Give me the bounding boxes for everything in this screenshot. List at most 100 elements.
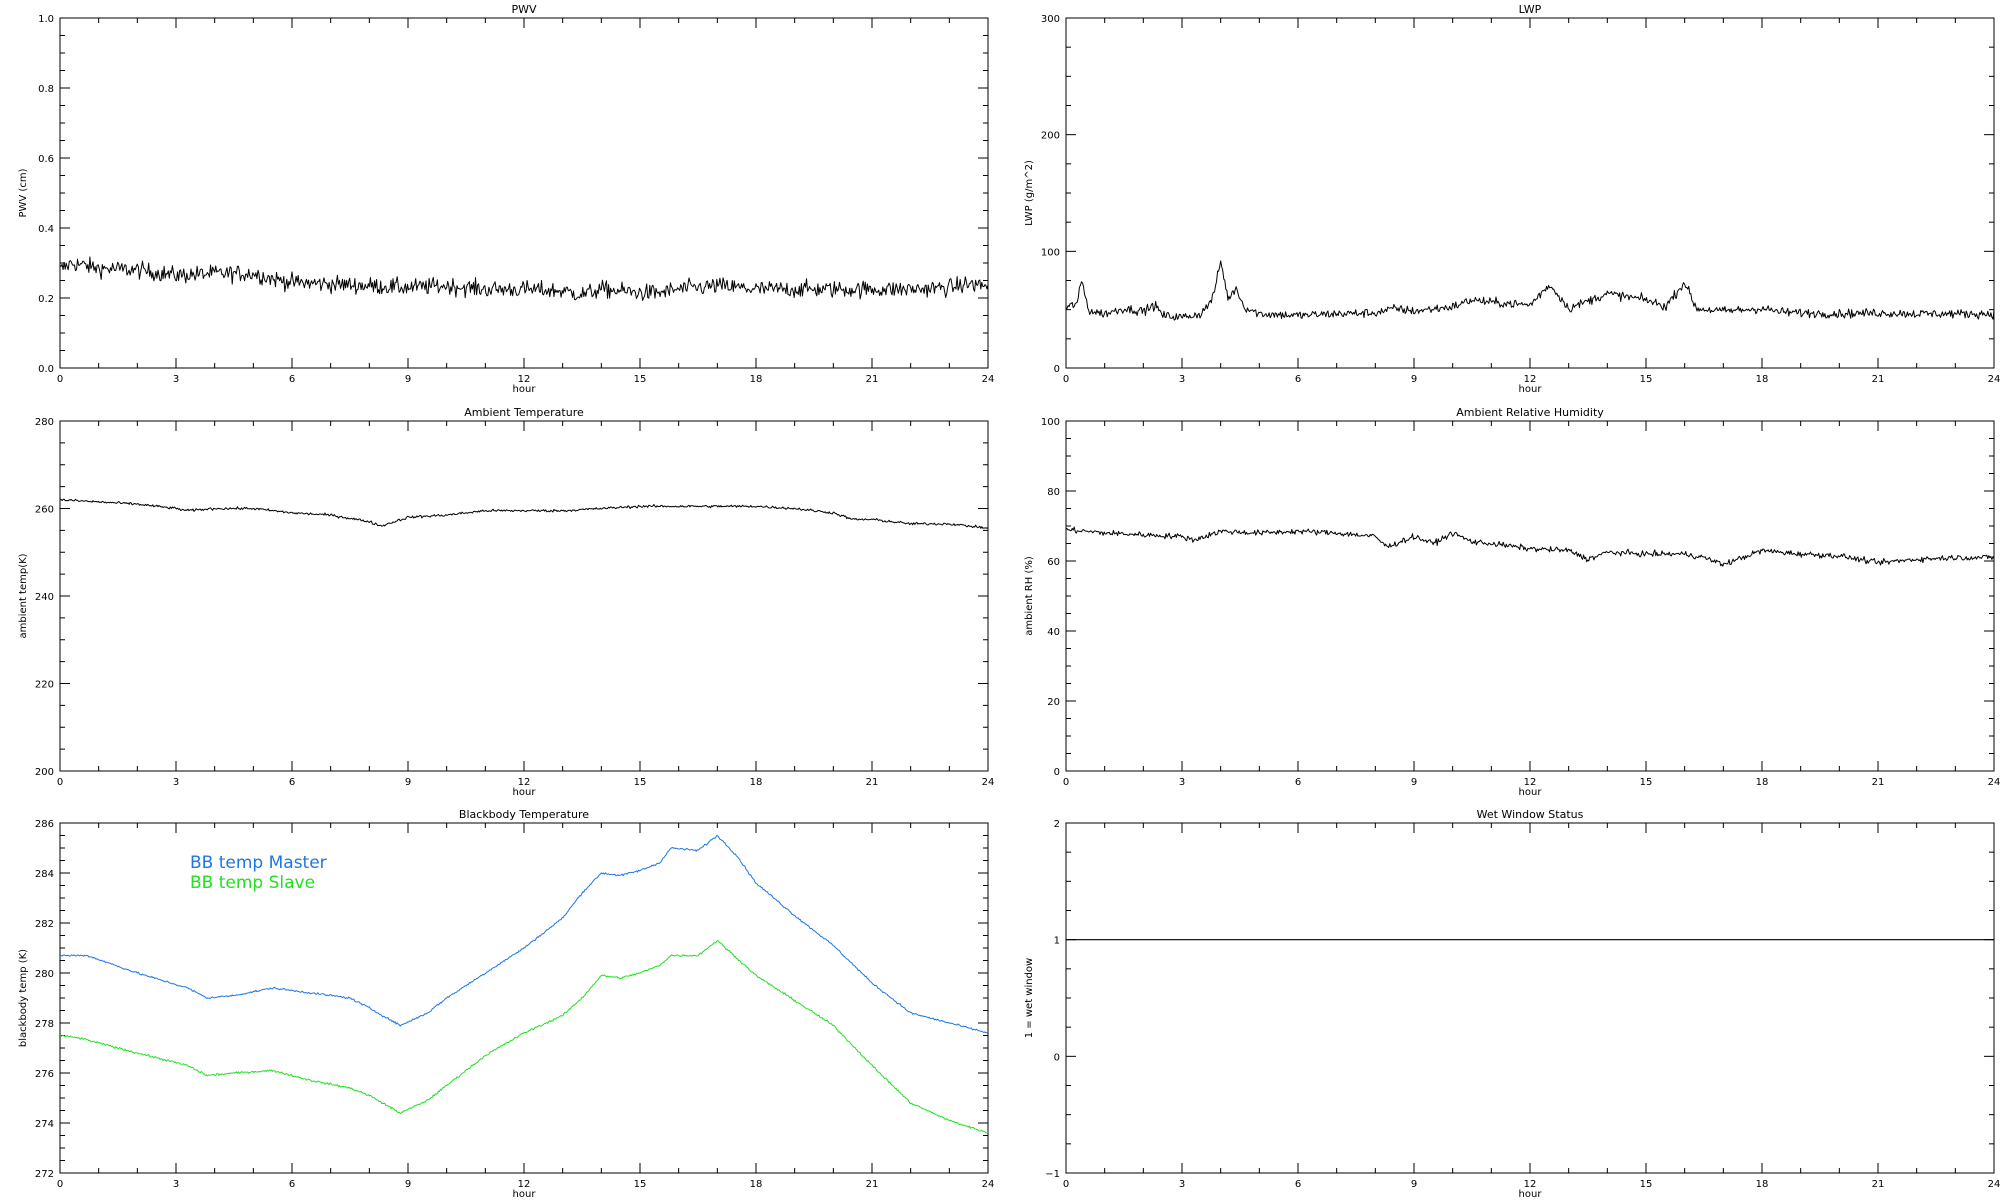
x-tick-label: 21	[866, 777, 879, 788]
y-tick-label: 0.2	[38, 294, 54, 305]
x-tick-label: 18	[750, 374, 763, 385]
chart-panel-1: LWP 0 3 6 9 12 15 18 21 24 hour 0 100 200 300 LWP (g/m^…	[1024, 3, 2000, 395]
x-axis-label: hour	[513, 384, 537, 395]
plot-frame	[59, 17, 989, 369]
plot-frame	[1065, 420, 1995, 772]
y-tick-label: 0.6	[38, 154, 54, 165]
x-tick-label: 0	[1063, 777, 1069, 788]
x-tick-label: 18	[750, 1179, 763, 1190]
y-tick-label: 200	[35, 767, 54, 778]
x-tick-label: 18	[1756, 1179, 1769, 1190]
y-tick-label: 40	[1047, 627, 1060, 638]
y-tick-label: −1	[1045, 1169, 1060, 1180]
chart-title: Wet Window Status	[1477, 808, 1584, 821]
plot-frame	[1065, 822, 1995, 1174]
x-tick-label: 12	[1524, 777, 1537, 788]
x-tick-label: 9	[1411, 1179, 1417, 1190]
chart-title: Blackbody Temperature	[459, 808, 589, 821]
series-line-0	[1066, 260, 1994, 321]
x-tick-label: 15	[1640, 1179, 1653, 1190]
y-tick-label: 240	[35, 592, 54, 603]
x-tick-label: 9	[405, 1179, 411, 1190]
x-tick-label: 24	[982, 777, 995, 788]
x-tick-label: 9	[405, 374, 411, 385]
x-tick-label: 3	[173, 1179, 179, 1190]
y-tick-label: 80	[1047, 487, 1060, 498]
chart-panel-0: PWV 0 3 6 9 12 15 18 21 24 hour 0.0 0.2 0.4 0.6 0.8 1.0 P…	[18, 3, 994, 395]
x-tick-label: 15	[634, 777, 647, 788]
y-tick-label: 0	[1054, 1052, 1060, 1063]
y-tick-label: 0.0	[38, 364, 54, 375]
x-tick-label: 3	[173, 374, 179, 385]
x-tick-label: 6	[289, 374, 295, 385]
chart-title: Ambient Temperature	[464, 406, 584, 419]
x-tick-label: 15	[1640, 374, 1653, 385]
x-tick-label: 21	[1872, 1179, 1885, 1190]
chart-title: Ambient Relative Humidity	[1456, 406, 1604, 419]
chart-title: LWP	[1519, 3, 1542, 16]
x-tick-label: 21	[1872, 777, 1885, 788]
x-axis-label: hour	[1519, 787, 1543, 798]
y-axis-label: ambient temp(K)	[18, 553, 29, 638]
x-tick-label: 24	[982, 1179, 995, 1190]
series-line-0	[60, 834, 988, 1034]
x-tick-label: 6	[1295, 374, 1301, 385]
y-tick-label: 280	[35, 417, 54, 428]
x-tick-label: 18	[1756, 374, 1769, 385]
x-tick-label: 6	[1295, 777, 1301, 788]
y-tick-label: 2	[1054, 819, 1060, 830]
chart-panel-4: Blackbody Temperature 0 3 6 9 12 15 18 21 24 hour 2…	[18, 808, 994, 1200]
plot-frame	[59, 420, 989, 772]
x-tick-label: 18	[1756, 777, 1769, 788]
y-tick-label: 1.0	[38, 14, 54, 25]
x-tick-label: 15	[634, 1179, 647, 1190]
y-tick-label: 20	[1047, 697, 1060, 708]
x-tick-label: 9	[1411, 777, 1417, 788]
y-tick-label: 100	[1041, 417, 1060, 428]
y-tick-label: 300	[1041, 14, 1060, 25]
y-tick-label: 278	[35, 1019, 54, 1030]
y-tick-label: 276	[35, 1069, 54, 1080]
x-tick-label: 12	[518, 777, 531, 788]
x-tick-label: 15	[1640, 777, 1653, 788]
x-axis-label: hour	[1519, 1189, 1543, 1200]
y-tick-label: 260	[35, 505, 54, 516]
y-tick-label: 220	[35, 680, 54, 691]
y-tick-label: 280	[35, 969, 54, 980]
x-tick-label: 12	[518, 374, 531, 385]
series-line-0	[60, 256, 988, 301]
x-tick-label: 12	[518, 1179, 531, 1190]
x-axis-label: hour	[1519, 384, 1543, 395]
x-tick-label: 6	[1295, 1179, 1301, 1190]
x-tick-label: 3	[1179, 374, 1185, 385]
x-tick-label: 24	[1988, 374, 2000, 385]
x-tick-label: 0	[1063, 1179, 1069, 1190]
chart-panel-3: Ambient Relative Humidity 0 3 6 9 12 15 18 21 24 h…	[1024, 406, 2000, 798]
x-tick-label: 3	[1179, 1179, 1185, 1190]
x-tick-label: 9	[405, 777, 411, 788]
series-line-0	[60, 498, 988, 529]
y-tick-label: 274	[35, 1119, 54, 1130]
y-tick-label: 282	[35, 919, 54, 930]
x-tick-label: 6	[289, 777, 295, 788]
y-tick-label: 272	[35, 1169, 54, 1180]
legend-entry: BB temp Master	[190, 853, 327, 873]
x-tick-label: 24	[1988, 1179, 2000, 1190]
x-axis-label: hour	[513, 1189, 537, 1200]
x-tick-label: 24	[1988, 777, 2000, 788]
chart-title: PWV	[511, 3, 537, 16]
y-tick-label: 0.8	[38, 84, 54, 95]
y-axis-label: 1 = wet window	[1024, 958, 1035, 1038]
x-axis-label: hour	[513, 787, 537, 798]
legend-entry: BB temp Slave	[190, 873, 315, 893]
x-tick-label: 3	[173, 777, 179, 788]
x-tick-label: 9	[1411, 374, 1417, 385]
y-tick-label: 284	[35, 869, 54, 880]
y-tick-label: 0	[1054, 364, 1060, 375]
y-tick-label: 200	[1041, 131, 1060, 142]
x-tick-label: 18	[750, 777, 763, 788]
x-tick-label: 0	[57, 374, 63, 385]
x-tick-label: 0	[1063, 374, 1069, 385]
series-line-1	[60, 940, 988, 1134]
